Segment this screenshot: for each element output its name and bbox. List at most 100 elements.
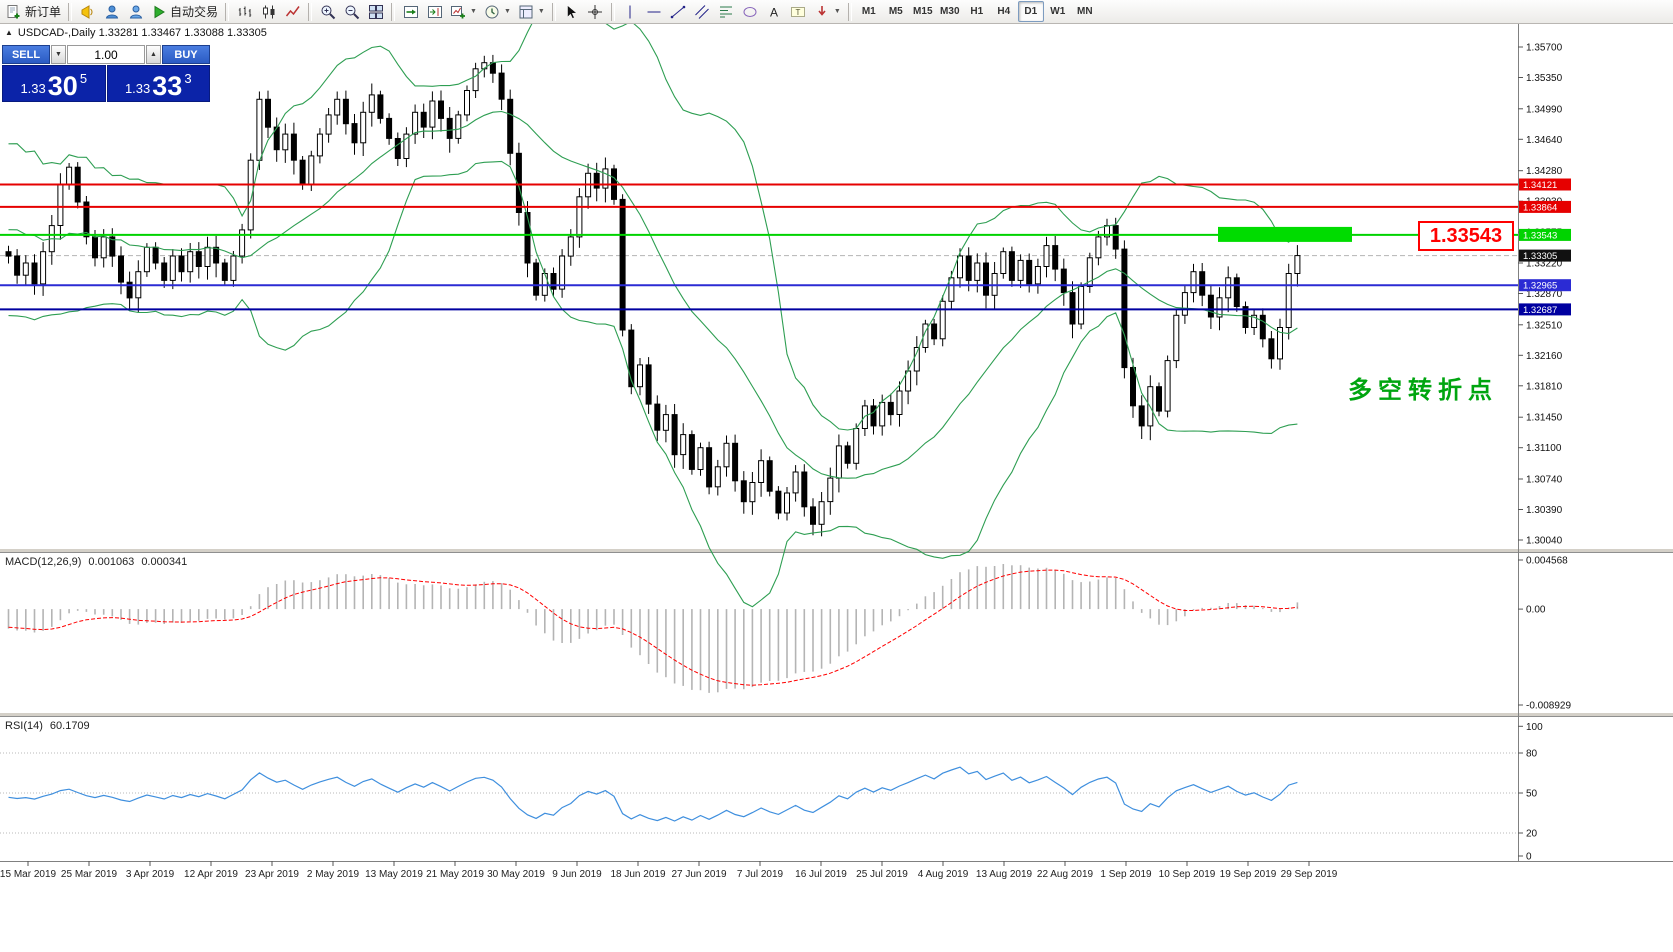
svg-text:9 Jun 2019: 9 Jun 2019: [552, 869, 602, 880]
svg-text:21 May 2019: 21 May 2019: [426, 869, 484, 880]
chart-plus-icon: [450, 4, 466, 20]
timeframe-d1-button[interactable]: D1: [1017, 1, 1044, 22]
timeframe-h4-button[interactable]: H4: [991, 1, 1017, 22]
autoscroll-icon: [403, 4, 419, 20]
svg-text:4 Aug 2019: 4 Aug 2019: [918, 869, 969, 880]
chart-bars-icon: [237, 4, 253, 20]
symbol-ohlc-text: USDCAD-,Daily 1.33281 1.33467 1.33088 1.…: [17, 27, 267, 39]
arrow-mark-icon: [814, 4, 830, 20]
dropdown-arrow-icon: ▼: [537, 8, 545, 15]
svg-text:18 Jun 2019: 18 Jun 2019: [610, 869, 665, 880]
sell-price-button[interactable]: 1.33 30 5: [2, 65, 106, 102]
svg-text:19 Sep 2019: 19 Sep 2019: [1220, 869, 1277, 880]
svg-text:80: 80: [1526, 749, 1538, 760]
svg-text:23 Apr 2019: 23 Apr 2019: [245, 869, 299, 880]
timeframe-m1-button[interactable]: M1: [856, 1, 882, 22]
crosshair-button[interactable]: [584, 1, 607, 22]
toolbar-separator: [225, 2, 230, 21]
shapes-button[interactable]: [739, 1, 762, 22]
text-label-button[interactable]: T: [787, 1, 810, 22]
svg-text:1.33305: 1.33305: [1523, 251, 1557, 262]
arrows-button[interactable]: ▼: [811, 1, 844, 22]
timeframe-m30-button[interactable]: M30: [937, 1, 963, 22]
autotrading-button-label: 自动交易: [170, 5, 219, 19]
megaphone-icon: [80, 4, 96, 20]
new-chart-button[interactable]: ▼: [447, 1, 480, 22]
zoom-in-button[interactable]: [316, 1, 339, 22]
macd-indicator-label: MACD(12,26,9) 0.001063 0.000341: [5, 556, 187, 568]
chart-frame: [0, 24, 1673, 862]
svg-text:1.34280: 1.34280: [1526, 166, 1563, 177]
rsi-panel: [0, 752, 1518, 834]
timeframe-mn-button[interactable]: MN: [1072, 1, 1098, 22]
svg-text:13 May 2019: 13 May 2019: [365, 869, 423, 880]
timeframe-w1-button[interactable]: W1: [1045, 1, 1071, 22]
rsi-value: 60.1709: [49, 720, 90, 732]
svg-text:1.30390: 1.30390: [1526, 505, 1563, 516]
crosshair-icon: [587, 4, 603, 20]
alerts-button[interactable]: [76, 1, 99, 22]
chart-candles-icon: [261, 4, 277, 20]
equidistant-channel-button[interactable]: [691, 1, 714, 22]
timeframe-m15-button[interactable]: M15: [910, 1, 936, 22]
profiles-button[interactable]: ▼: [481, 1, 514, 22]
text-button[interactable]: A: [763, 1, 786, 22]
volume-decrease-button[interactable]: ▼: [51, 45, 66, 64]
svg-text:3 Apr 2019: 3 Apr 2019: [126, 869, 175, 880]
hline-icon: [646, 4, 662, 20]
cursor-icon: [563, 4, 579, 20]
svg-text:22 Aug 2019: 22 Aug 2019: [1037, 869, 1094, 880]
zoom-out-button[interactable]: [340, 1, 363, 22]
buy-button[interactable]: BUY: [162, 45, 210, 64]
svg-text:1.32160: 1.32160: [1526, 351, 1563, 362]
svg-text:25 Jul 2019: 25 Jul 2019: [856, 869, 908, 880]
volume-input[interactable]: [67, 45, 145, 64]
horizontal-line-button[interactable]: [643, 1, 666, 22]
svg-text:25 Mar 2019: 25 Mar 2019: [61, 869, 118, 880]
collapse-panel-icon[interactable]: ▲: [5, 28, 13, 37]
svg-text:2 May 2019: 2 May 2019: [307, 869, 360, 880]
svg-text:1.30040: 1.30040: [1526, 536, 1563, 547]
sell-button[interactable]: SELL: [2, 45, 50, 64]
time-axis[interactable]: 15 Mar 2019 25 Mar 2019 3 Apr 2019 12 Apr 2…: [0, 861, 1338, 880]
chart-line-icon: [285, 4, 301, 20]
new-order-button[interactable]: 新订单: [3, 1, 64, 22]
trendline-icon: [670, 4, 686, 20]
buy-price-button[interactable]: 1.33 33 3: [106, 65, 210, 102]
autotrading-button[interactable]: 自动交易: [148, 1, 221, 22]
chart-shift-button[interactable]: [423, 1, 446, 22]
toolbar-separator: [391, 2, 396, 21]
timeframe-h1-button[interactable]: H1: [964, 1, 990, 22]
vertical-line-button[interactable]: [619, 1, 642, 22]
trendline-button[interactable]: [667, 1, 690, 22]
svg-text:20: 20: [1526, 829, 1538, 840]
tile-windows-button[interactable]: [364, 1, 387, 22]
dropdown-arrow-icon: ▼: [470, 8, 477, 15]
cursor-button[interactable]: [560, 1, 583, 22]
price-axis[interactable]: 1.357001.353501.349901.346401.342801.339…: [1518, 43, 1571, 863]
fibonacci-button[interactable]: [715, 1, 738, 22]
svg-text:1.31100: 1.31100: [1526, 443, 1562, 454]
toolbar-separator: [551, 2, 556, 21]
market-watch-button[interactable]: [100, 1, 123, 22]
svg-text:1.33864: 1.33864: [1523, 202, 1557, 213]
vline-icon: [622, 4, 638, 20]
candles-group: [5, 54, 1301, 537]
bar-chart-button[interactable]: [233, 1, 256, 22]
zoom-out-icon: [344, 4, 360, 20]
svg-text:0.00: 0.00: [1526, 605, 1546, 616]
timeframe-m5-button[interactable]: M5: [883, 1, 909, 22]
volume-increase-button[interactable]: ▲: [146, 45, 161, 64]
candlestick-chart-button[interactable]: [257, 1, 280, 22]
line-chart-button[interactable]: [281, 1, 304, 22]
channel-icon: [694, 4, 710, 20]
symbol-ohlc-line: ▲ USDCAD-,Daily 1.33281 1.33467 1.33088 …: [5, 27, 267, 39]
toolbar-separator: [610, 2, 615, 21]
svg-text:100: 100: [1526, 722, 1543, 733]
templates-button[interactable]: ▼: [515, 1, 548, 22]
chart-area[interactable]: 1.35700 1.35350 1.34990 1.34640 1.34280 1.33 9…: [0, 24, 1673, 886]
auto-scroll-button[interactable]: [399, 1, 422, 22]
metaeditor-button[interactable]: [124, 1, 147, 22]
new-order-button-label: 新订单: [25, 5, 62, 19]
